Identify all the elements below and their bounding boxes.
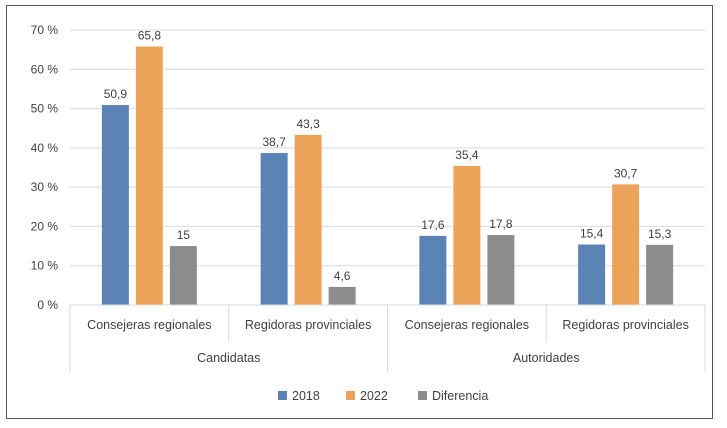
legend: 2018 2022 Diferencia bbox=[278, 389, 488, 403]
data-label: 35,4 bbox=[455, 148, 479, 162]
legend-swatch-2022 bbox=[346, 391, 355, 400]
data-label: 15 bbox=[177, 228, 191, 242]
y-axis-ticks: 0 % 10 % 20 % 30 % 40 % 50 % 60 % 70 % bbox=[31, 23, 59, 312]
y-tick-label: 0 % bbox=[37, 298, 58, 312]
bar-2018 bbox=[260, 152, 288, 305]
gridlines bbox=[70, 29, 705, 306]
y-tick-label: 70 % bbox=[31, 23, 59, 37]
x-group-label: Candidatas bbox=[197, 351, 260, 365]
bar-diferencia bbox=[328, 286, 356, 305]
bar-2018 bbox=[101, 105, 129, 306]
legend-label: 2022 bbox=[360, 389, 388, 403]
bar-2018 bbox=[578, 244, 606, 305]
x-category-label: Regidoras provinciales bbox=[245, 318, 371, 332]
y-tick-label: 60 % bbox=[31, 62, 59, 76]
bar-2018 bbox=[419, 235, 447, 305]
bar-diferencia bbox=[169, 246, 197, 305]
bars bbox=[101, 46, 674, 306]
bar-2022 bbox=[453, 165, 481, 305]
bar-2022 bbox=[135, 46, 163, 305]
x-group-label: Autoridades bbox=[513, 351, 580, 365]
data-label: 38,7 bbox=[262, 135, 286, 149]
data-label: 50,9 bbox=[104, 87, 128, 101]
data-label: 17,8 bbox=[489, 217, 513, 231]
data-label: 15,4 bbox=[580, 227, 604, 241]
y-tick-label: 20 % bbox=[31, 219, 59, 233]
data-label: 65,8 bbox=[138, 29, 162, 43]
x-axis: Consejeras regionales Regidoras provincia… bbox=[69, 304, 706, 372]
legend-swatch-2018 bbox=[278, 391, 287, 400]
y-tick-label: 40 % bbox=[31, 141, 59, 155]
data-label: 15,3 bbox=[648, 227, 672, 241]
data-labels: 50,9 38,7 17,6 15,4 65,8 43,3 35,4 30,7 15 4,6 17,… bbox=[104, 29, 672, 283]
y-tick-label: 10 % bbox=[31, 259, 59, 273]
legend-swatch-diferencia bbox=[418, 391, 427, 400]
y-tick-label: 50 % bbox=[31, 102, 59, 116]
x-category-label: Regidoras provinciales bbox=[562, 318, 688, 332]
legend-label: 2018 bbox=[292, 389, 320, 403]
x-category-label: Consejeras regionales bbox=[405, 318, 529, 332]
y-tick-label: 30 % bbox=[31, 180, 59, 194]
x-category-label: Consejeras regionales bbox=[87, 318, 211, 332]
data-label: 43,3 bbox=[296, 117, 320, 131]
data-label: 30,7 bbox=[614, 166, 638, 180]
bar-2022 bbox=[294, 134, 322, 305]
data-label: 17,6 bbox=[421, 218, 445, 232]
data-label: 4,6 bbox=[334, 269, 351, 283]
bar-2022 bbox=[612, 184, 640, 305]
bar-diferencia bbox=[487, 235, 515, 305]
legend-label: Diferencia bbox=[432, 389, 488, 403]
bar-diferencia bbox=[646, 244, 674, 305]
